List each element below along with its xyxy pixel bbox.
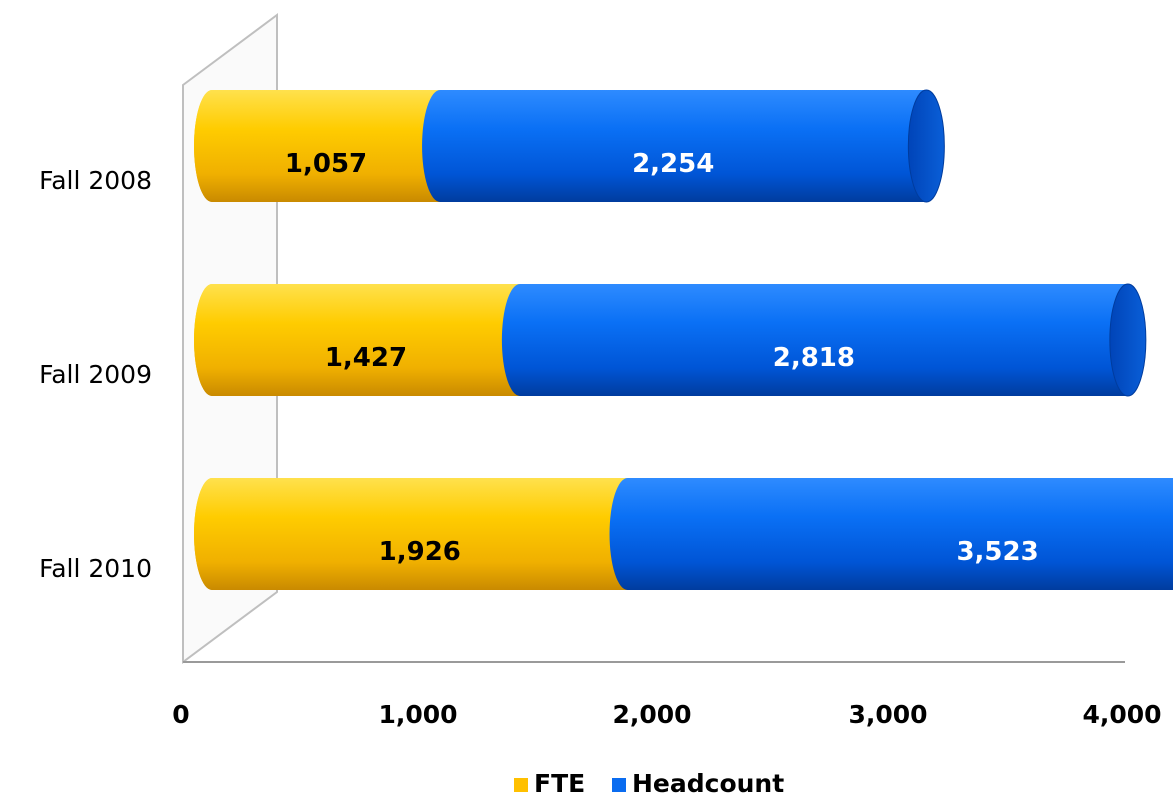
x-tick-label: 4,000 (1082, 700, 1161, 729)
category-labels: Fall 2008 Fall 2009 Fall 2010 (39, 166, 152, 583)
legend-swatch-fte (514, 778, 528, 792)
bar (609, 478, 1173, 590)
bar (194, 90, 459, 202)
bar (194, 478, 646, 590)
bar-start-cap (194, 284, 230, 396)
bar-end-cap (907, 89, 945, 203)
category-label: Fall 2009 (39, 360, 152, 389)
data-label-headcount: 3,523 (956, 537, 1038, 567)
bars: 1,057 2,254 1,427 2,818 1,926 3,523 (194, 89, 1173, 590)
legend: FTE Headcount (514, 769, 784, 798)
x-tick-label: 2,000 (612, 700, 691, 729)
data-label-fte: 1,926 (379, 537, 461, 567)
legend-label-fte: FTE (534, 769, 585, 798)
bar-segment-headcount (609, 478, 1173, 590)
x-axis-tick-labels: 0 1,000 2,000 3,000 4,000 (172, 700, 1161, 729)
x-tick-label: 3,000 (848, 700, 927, 729)
bar (194, 284, 538, 396)
data-label-fte: 1,057 (285, 149, 367, 179)
bar-segment-headcount (422, 90, 945, 202)
bar-start-cap (194, 478, 230, 590)
bar-start-cap (194, 90, 230, 202)
bar-segment-fte (194, 284, 538, 396)
data-label-headcount: 2,254 (632, 149, 714, 179)
x-tick-label: 0 (172, 700, 189, 729)
category-label: Fall 2010 (39, 554, 152, 583)
bar (422, 90, 945, 202)
legend-label-headcount: Headcount (632, 769, 784, 798)
bar-segment-headcount (501, 284, 1146, 396)
bar-segment-fte (194, 478, 646, 590)
legend-swatch-headcount (612, 778, 626, 792)
category-label: Fall 2008 (39, 166, 152, 195)
x-tick-label: 1,000 (378, 700, 457, 729)
bar (501, 284, 1146, 396)
data-label-headcount: 2,818 (773, 343, 855, 373)
bar-end-cap (1109, 283, 1147, 397)
data-label-fte: 1,427 (325, 343, 407, 373)
bar-segment-fte (194, 90, 459, 202)
